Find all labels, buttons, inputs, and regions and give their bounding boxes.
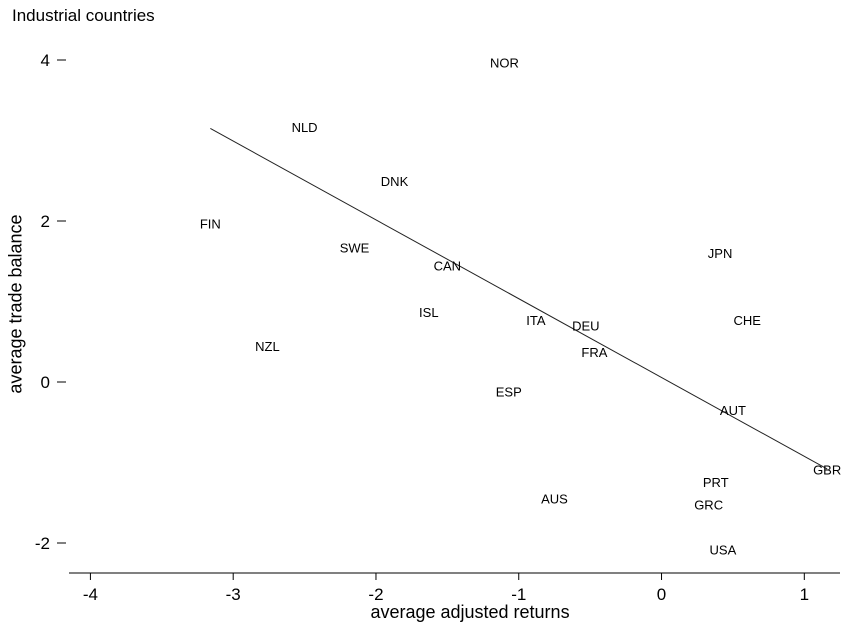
x-tick-label: -3 <box>226 585 241 604</box>
point-label-nor: NOR <box>490 55 519 70</box>
point-label-deu: DEU <box>572 319 599 334</box>
point-label-usa: USA <box>710 542 737 557</box>
x-tick-label: -1 <box>511 585 526 604</box>
point-label-can: CAN <box>434 258 461 273</box>
y-tick-label: 2 <box>41 212 50 231</box>
y-tick-label: 4 <box>41 51 50 70</box>
x-tick-label: 1 <box>800 585 809 604</box>
x-tick-label: -2 <box>368 585 383 604</box>
x-axis-label: average adjusted returns <box>370 602 570 622</box>
y-tick-label: -2 <box>35 534 50 553</box>
y-axis-label: average trade balance <box>5 214 26 394</box>
point-label-gbr: GBR <box>813 463 841 478</box>
y-tick-group: -2 0 2 4 <box>35 51 66 553</box>
point-label-prt: PRT <box>703 475 729 490</box>
point-label-nzl: NZL <box>255 339 280 354</box>
point-label-dnk: DNK <box>381 174 409 189</box>
x-tick-label: 0 <box>657 585 666 604</box>
fit-line <box>210 127 828 470</box>
x-tick-label: -4 <box>83 585 98 604</box>
point-label-ita: ITA <box>526 313 546 328</box>
point-label-grc: GRC <box>694 497 723 512</box>
point-label-nld: NLD <box>292 120 318 135</box>
point-label-che: CHE <box>733 313 761 328</box>
point-label-esp: ESP <box>496 385 522 400</box>
point-label-swe: SWE <box>340 241 370 256</box>
point-label-jpn: JPN <box>708 246 733 261</box>
point-labels: NOR NLD DNK FIN SWE CAN JPN ISL ITA DEU CHE FRA NZL E… <box>200 55 841 557</box>
x-tick-group: -4 -3 -2 -1 0 1 <box>83 573 809 604</box>
point-label-aut: AUT <box>720 403 746 418</box>
y-tick-label: 0 <box>41 373 50 392</box>
point-label-fin: FIN <box>200 216 221 231</box>
chart-title: Industrial countries <box>12 6 155 25</box>
point-label-isl: ISL <box>419 305 439 320</box>
point-label-fra: FRA <box>581 345 607 360</box>
point-label-aus: AUS <box>541 492 568 507</box>
